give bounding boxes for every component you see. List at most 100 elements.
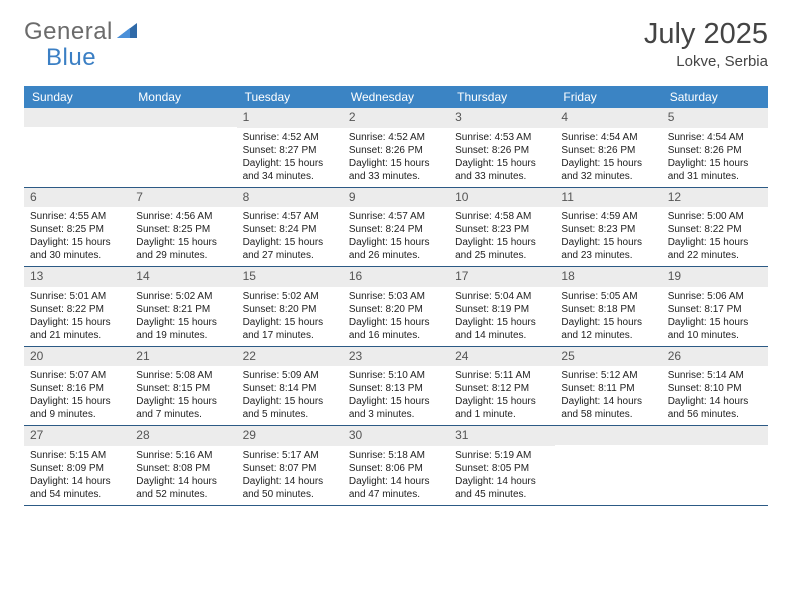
sunrise-text: Sunrise: 5:15 AM: [30, 449, 124, 462]
sunset-text: Sunset: 8:08 PM: [136, 462, 230, 475]
calendar-day-cell: 23Sunrise: 5:10 AMSunset: 8:13 PMDayligh…: [343, 347, 449, 426]
day-details: Sunrise: 5:00 AMSunset: 8:22 PMDaylight:…: [662, 207, 768, 266]
daylight-text: Daylight: 15 hours and 5 minutes.: [243, 395, 337, 421]
day-details: Sunrise: 5:15 AMSunset: 8:09 PMDaylight:…: [24, 446, 130, 505]
empty-day-bar: [130, 108, 236, 127]
daylight-text: Daylight: 15 hours and 32 minutes.: [561, 157, 655, 183]
sunrise-text: Sunrise: 5:02 AM: [136, 290, 230, 303]
sunset-text: Sunset: 8:23 PM: [455, 223, 549, 236]
day-details: Sunrise: 5:18 AMSunset: 8:06 PMDaylight:…: [343, 446, 449, 505]
sunset-text: Sunset: 8:23 PM: [561, 223, 655, 236]
daylight-text: Daylight: 15 hours and 3 minutes.: [349, 395, 443, 421]
daylight-text: Daylight: 15 hours and 16 minutes.: [349, 316, 443, 342]
daylight-text: Daylight: 14 hours and 47 minutes.: [349, 475, 443, 501]
calendar-week-row: 6Sunrise: 4:55 AMSunset: 8:25 PMDaylight…: [24, 188, 768, 268]
weekday-wednesday: Wednesday: [343, 86, 449, 108]
sunrise-text: Sunrise: 5:11 AM: [455, 369, 549, 382]
sunset-text: Sunset: 8:27 PM: [243, 144, 337, 157]
daylight-text: Daylight: 14 hours and 58 minutes.: [561, 395, 655, 421]
calendar-day-cell: [130, 108, 236, 187]
weekday-saturday: Saturday: [662, 86, 768, 108]
day-number: 12: [662, 188, 768, 208]
weekday-tuesday: Tuesday: [237, 86, 343, 108]
day-details: Sunrise: 4:54 AMSunset: 8:26 PMDaylight:…: [555, 128, 661, 187]
sunrise-text: Sunrise: 5:18 AM: [349, 449, 443, 462]
day-number: 10: [449, 188, 555, 208]
sunrise-text: Sunrise: 5:06 AM: [668, 290, 762, 303]
day-details: Sunrise: 5:11 AMSunset: 8:12 PMDaylight:…: [449, 366, 555, 425]
calendar-day-cell: 1Sunrise: 4:52 AMSunset: 8:27 PMDaylight…: [237, 108, 343, 187]
daylight-text: Daylight: 15 hours and 26 minutes.: [349, 236, 443, 262]
day-number: 16: [343, 267, 449, 287]
day-details: Sunrise: 4:59 AMSunset: 8:23 PMDaylight:…: [555, 207, 661, 266]
day-details: Sunrise: 5:12 AMSunset: 8:11 PMDaylight:…: [555, 366, 661, 425]
day-details: Sunrise: 5:19 AMSunset: 8:05 PMDaylight:…: [449, 446, 555, 505]
day-number: 23: [343, 347, 449, 367]
sunrise-text: Sunrise: 5:19 AM: [455, 449, 549, 462]
empty-day-bar: [24, 108, 130, 127]
sunrise-text: Sunrise: 4:56 AM: [136, 210, 230, 223]
sunset-text: Sunset: 8:19 PM: [455, 303, 549, 316]
calendar-day-cell: 27Sunrise: 5:15 AMSunset: 8:09 PMDayligh…: [24, 426, 130, 505]
day-number: 27: [24, 426, 130, 446]
calendar-day-cell: 10Sunrise: 4:58 AMSunset: 8:23 PMDayligh…: [449, 188, 555, 267]
calendar-day-cell: 8Sunrise: 4:57 AMSunset: 8:24 PMDaylight…: [237, 188, 343, 267]
sunset-text: Sunset: 8:10 PM: [668, 382, 762, 395]
day-number: 17: [449, 267, 555, 287]
day-number: 26: [662, 347, 768, 367]
sunset-text: Sunset: 8:05 PM: [455, 462, 549, 475]
sunset-text: Sunset: 8:13 PM: [349, 382, 443, 395]
sunrise-text: Sunrise: 4:52 AM: [243, 131, 337, 144]
day-number: 13: [24, 267, 130, 287]
location-label: Lokve, Serbia: [644, 53, 768, 70]
calendar-day-cell: 4Sunrise: 4:54 AMSunset: 8:26 PMDaylight…: [555, 108, 661, 187]
day-number: 21: [130, 347, 236, 367]
sunset-text: Sunset: 8:18 PM: [561, 303, 655, 316]
calendar-day-cell: [555, 426, 661, 505]
sunrise-text: Sunrise: 4:55 AM: [30, 210, 124, 223]
brand-sail-icon: [117, 21, 139, 44]
day-number: 2: [343, 108, 449, 128]
sunset-text: Sunset: 8:25 PM: [30, 223, 124, 236]
brand-part1: General: [24, 18, 113, 46]
day-details: Sunrise: 5:08 AMSunset: 8:15 PMDaylight:…: [130, 366, 236, 425]
day-details: Sunrise: 5:04 AMSunset: 8:19 PMDaylight:…: [449, 287, 555, 346]
weekday-monday: Monday: [130, 86, 236, 108]
daylight-text: Daylight: 15 hours and 30 minutes.: [30, 236, 124, 262]
title-block: July 2025 Lokve, Serbia: [644, 18, 768, 70]
day-number: 9: [343, 188, 449, 208]
day-number: 14: [130, 267, 236, 287]
calendar-day-cell: [24, 108, 130, 187]
calendar-day-cell: [662, 426, 768, 505]
weekday-thursday: Thursday: [449, 86, 555, 108]
daylight-text: Daylight: 15 hours and 14 minutes.: [455, 316, 549, 342]
sunset-text: Sunset: 8:06 PM: [349, 462, 443, 475]
sunrise-text: Sunrise: 5:12 AM: [561, 369, 655, 382]
daylight-text: Daylight: 14 hours and 50 minutes.: [243, 475, 337, 501]
calendar-week-row: 20Sunrise: 5:07 AMSunset: 8:16 PMDayligh…: [24, 347, 768, 427]
calendar-day-cell: 31Sunrise: 5:19 AMSunset: 8:05 PMDayligh…: [449, 426, 555, 505]
sunrise-text: Sunrise: 5:05 AM: [561, 290, 655, 303]
daylight-text: Daylight: 15 hours and 17 minutes.: [243, 316, 337, 342]
day-details: Sunrise: 4:54 AMSunset: 8:26 PMDaylight:…: [662, 128, 768, 187]
daylight-text: Daylight: 14 hours and 52 minutes.: [136, 475, 230, 501]
sunrise-text: Sunrise: 5:03 AM: [349, 290, 443, 303]
sunrise-text: Sunrise: 4:53 AM: [455, 131, 549, 144]
day-number: 15: [237, 267, 343, 287]
day-details: Sunrise: 4:53 AMSunset: 8:26 PMDaylight:…: [449, 128, 555, 187]
sunset-text: Sunset: 8:12 PM: [455, 382, 549, 395]
day-number: 1: [237, 108, 343, 128]
calendar-day-cell: 17Sunrise: 5:04 AMSunset: 8:19 PMDayligh…: [449, 267, 555, 346]
brand-logo: General: [24, 18, 141, 46]
daylight-text: Daylight: 15 hours and 21 minutes.: [30, 316, 124, 342]
sunrise-text: Sunrise: 4:54 AM: [561, 131, 655, 144]
day-details: Sunrise: 5:14 AMSunset: 8:10 PMDaylight:…: [662, 366, 768, 425]
calendar-week-row: 27Sunrise: 5:15 AMSunset: 8:09 PMDayligh…: [24, 426, 768, 506]
daylight-text: Daylight: 15 hours and 7 minutes.: [136, 395, 230, 421]
day-details: Sunrise: 5:02 AMSunset: 8:21 PMDaylight:…: [130, 287, 236, 346]
day-number: 6: [24, 188, 130, 208]
sunset-text: Sunset: 8:21 PM: [136, 303, 230, 316]
sunrise-text: Sunrise: 5:00 AM: [668, 210, 762, 223]
calendar-day-cell: 29Sunrise: 5:17 AMSunset: 8:07 PMDayligh…: [237, 426, 343, 505]
day-details: Sunrise: 5:05 AMSunset: 8:18 PMDaylight:…: [555, 287, 661, 346]
